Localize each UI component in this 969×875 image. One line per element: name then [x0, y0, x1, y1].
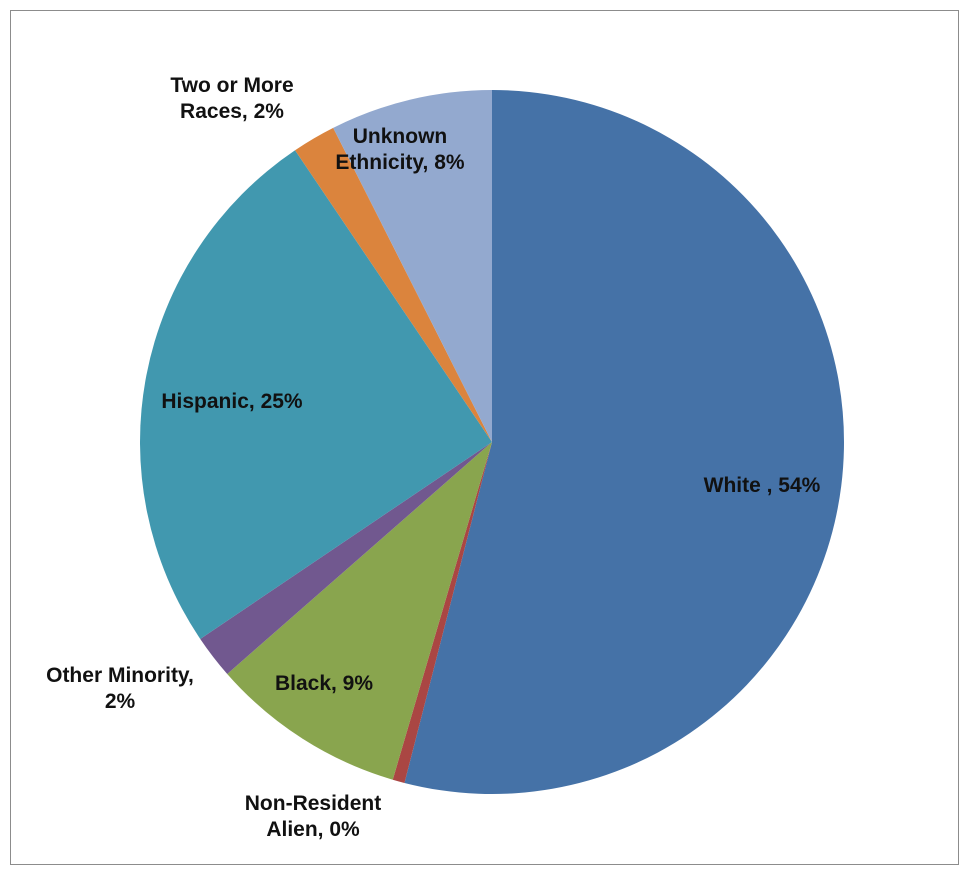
data-label-two-or-more-races: Two or More Races, 2% [170, 74, 293, 123]
pie-slice-non-resident-alien [392, 442, 492, 783]
pie-slice-two-or-more-races [295, 127, 492, 443]
pie-slice-other-minority [200, 442, 492, 674]
pie-slice-white [404, 90, 845, 794]
data-label-other-minority: Other Minority, 2% [46, 664, 194, 713]
pie-slice-black [227, 442, 493, 780]
data-label-hispanic: Hispanic, 25% [161, 390, 303, 413]
data-label-white: White , 54% [704, 474, 821, 497]
pie-slice-unknown-ethnicity [333, 90, 492, 442]
data-label-unknown-ethnicity: Unknown Ethnicity, 8% [335, 125, 464, 174]
data-label-non-resident-alien: Non-Resident Alien, 0% [245, 792, 382, 841]
data-label-black: Black, 9% [275, 672, 373, 695]
pie-slice-hispanic [140, 150, 492, 639]
